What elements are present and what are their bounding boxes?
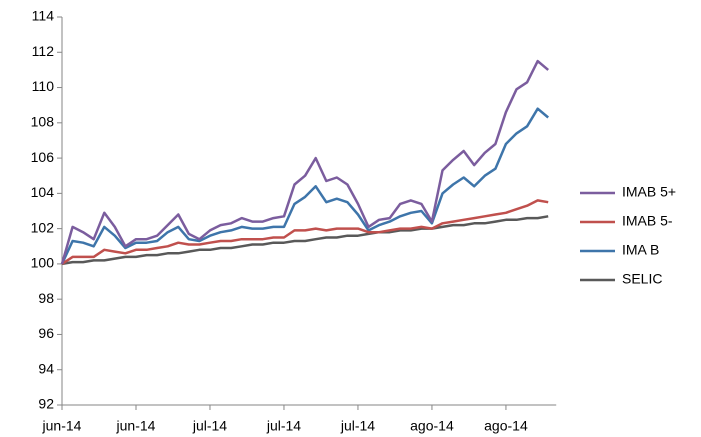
series-line bbox=[60, 107, 550, 265]
x-tick-label: jun-14 bbox=[42, 418, 82, 434]
y-tick-label: 96 bbox=[38, 325, 54, 341]
y-tick-label: 98 bbox=[38, 290, 54, 306]
legend-label: IMAB 5+ bbox=[622, 184, 676, 200]
y-tick-label: 102 bbox=[31, 219, 55, 235]
series-line bbox=[60, 59, 550, 265]
x-tick-label: jul-14 bbox=[340, 418, 375, 434]
x-tick-label: ago-14 bbox=[410, 418, 454, 434]
y-tick-label: 112 bbox=[32, 43, 55, 59]
series-line bbox=[61, 215, 549, 266]
y-tick-label: 114 bbox=[32, 8, 55, 24]
y-tick-label: 108 bbox=[31, 114, 55, 130]
y-tick-label: 110 bbox=[32, 78, 55, 94]
legend-label: IMA B bbox=[622, 242, 659, 258]
legend-label: IMAB 5- bbox=[622, 213, 673, 229]
y-tick-label: 104 bbox=[31, 184, 55, 200]
x-tick-label: jul-14 bbox=[192, 418, 227, 434]
y-tick-label: 92 bbox=[38, 396, 54, 412]
y-tick-label: 106 bbox=[31, 149, 55, 165]
x-tick-label: jun-14 bbox=[116, 418, 156, 434]
y-tick-label: 100 bbox=[31, 255, 55, 271]
series-line bbox=[61, 199, 549, 265]
x-tick-label: ago-14 bbox=[484, 418, 528, 434]
y-tick-label: 94 bbox=[38, 360, 54, 376]
x-tick-label: jul-14 bbox=[266, 418, 301, 434]
legend-label: SELIC bbox=[622, 271, 662, 287]
